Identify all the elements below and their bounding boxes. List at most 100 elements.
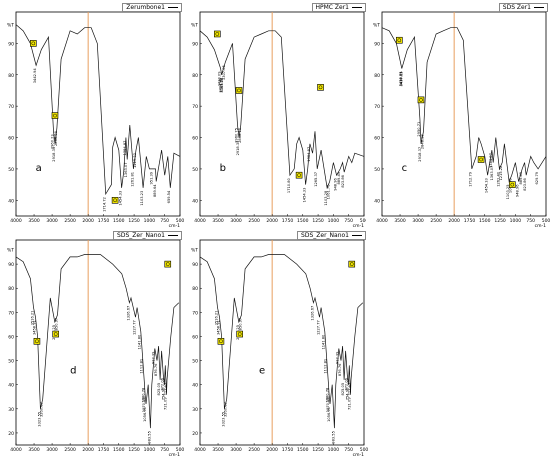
x-tick-label: 750 [344,218,353,224]
peak-label: 3323.55 [37,412,41,427]
peak-label: 1714.72 [103,197,107,212]
y-tick-label: 60 [192,334,198,340]
peak-label: 1384.87 [489,153,493,168]
x-tick-label: 4000 [10,447,22,453]
peak-label: 1080.78 [325,387,329,403]
y-tick-label: 80 [8,73,14,79]
x-tick-label: 1000 [328,447,340,453]
peak-label: 1103.25 [506,184,510,199]
peak-label: 2918.37 [418,147,422,162]
peak-label: 2868.10 [238,127,242,143]
peak-label: 983.55 [147,431,151,444]
x-tick-label: 4000 [194,447,206,453]
x-tick-label: 1500 [113,447,125,453]
peak-label: 3260.02 [40,402,44,417]
peak-label: 1103.23 [140,191,144,206]
chart-svg: %T 90 80 70 60 50 40 30 20 4000 3500 3000 2500 2000 17… [191,239,368,457]
peak-label: 3458.91 [217,320,221,335]
peak-label: 823.86 [523,177,527,190]
y-tick-label: 50 [374,167,380,173]
peak-label: 1326.67 [310,306,314,321]
peak-marker-ring [479,157,483,162]
panel-letter: d [70,365,76,376]
x-tick-label: 1000 [510,218,522,224]
y-tick-label: 40 [192,198,198,204]
peak-label: 1070.15 [326,397,330,412]
peak-marker [52,330,59,338]
peak-label: 1363.07 [490,166,494,181]
peak-marker [33,337,41,345]
x-tick-label: 3000 [230,447,242,453]
peak-label: 2960.23 [51,134,55,149]
y-tick-label: 90 [8,41,14,47]
x-tick-label: 500 [176,447,184,453]
x-tick-label: 2500 [64,218,76,224]
panel-letter: a [36,163,42,174]
spectrum-line [199,254,364,429]
peak-label: 889.49 [519,171,523,184]
peak-marker-ring [237,88,241,93]
spectrum-line [15,24,181,196]
y-tick-label: 60 [192,136,198,142]
peak-label: 1215.22 [499,166,503,181]
peak-marker [235,87,243,94]
spectrum-line [381,27,547,183]
y-tick-label: 90 [192,262,198,268]
peak-label: 1265.37 [314,172,318,187]
x-tick-label: 4000 [10,218,22,224]
peak-label: 2918.37 [236,141,240,156]
peak-label: 3307.05 [222,65,226,80]
peak-marker [30,40,37,47]
plot-frame [15,11,181,217]
x-tick-label: 1750 [282,218,294,224]
peak-marker-ring [35,339,39,344]
peak-label: 1103.28 [324,190,328,206]
peak-marker [417,96,425,104]
y-tick-label: 50 [192,167,198,173]
peak-marker-ring [219,339,223,344]
y-tick-label: %T [7,248,14,254]
y-tick-label: 40 [8,383,14,389]
peak-marker [214,30,221,38]
peak-label: 948.96 [334,177,338,190]
x-unit-label: cm-1 [353,452,364,457]
y-tick-label: 60 [8,136,14,142]
x-tick-label: 1250 [312,447,324,453]
y-tick-label: 40 [374,198,380,204]
x-tick-label: 3000 [46,218,58,224]
chart-svg: %T 90 80 70 60 50 40 4000 3500 3000 2500 2000 1750 15… [7,11,184,228]
peak-label: 1056.90 [143,406,147,422]
peak-label: 1712.79 [469,171,473,187]
y-tick-label: 70 [192,310,198,316]
x-tick-label: 3000 [230,218,242,224]
y-tick-label: 50 [8,167,14,173]
y-tick-label: 70 [8,104,14,110]
spectrum-line [199,30,365,190]
peak-label: 1219.33 [133,153,137,168]
y-tick-label: 90 [192,41,198,47]
x-tick-label: 1250 [494,218,506,224]
peak-label: 772.06 [344,377,348,390]
peak-marker [111,197,119,204]
peak-label: 912.39 [152,351,156,364]
x-tick-label: 1250 [128,218,140,224]
peak-marker-ring [215,32,220,36]
peak-label: 3442.94 [33,68,37,84]
peak-label: 1454.33 [119,191,123,206]
peak-marker [236,330,243,338]
peak-label: 721.09 [347,397,351,410]
x-tick-label: 2000 [266,447,278,453]
chart-svg: %T 90 80 70 60 50 40 30 20 4000 3500 3000 2500 2000 17… [7,239,184,457]
peak-label: 1061.76 [327,184,331,200]
peak-marker [509,181,516,188]
peak-label: 823.86 [341,174,345,187]
peak-label: 3402.40 [219,77,223,93]
y-tick-label: 40 [192,383,198,389]
peak-label: 659.54 [167,190,171,203]
spectrum-panel-b: %T 90 80 70 60 50 40 4000 3500 3000 2500 2000 1750 15… [184,0,368,228]
x-tick-label: 1250 [312,218,324,224]
x-tick-label: 1500 [297,447,309,453]
y-tick-label: %T [7,23,14,29]
y-tick-label: 80 [374,73,380,79]
peak-label: 951.39 [149,171,153,184]
